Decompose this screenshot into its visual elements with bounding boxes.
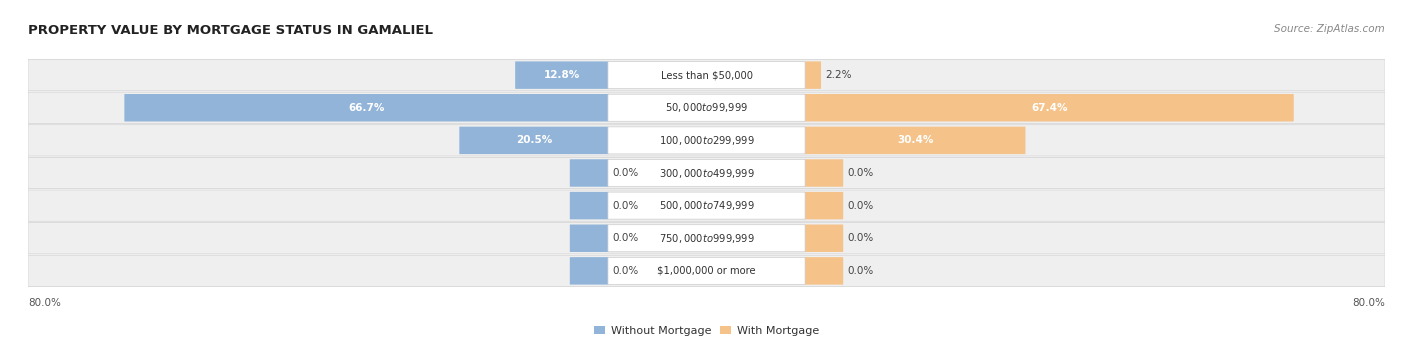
Text: Less than $50,000: Less than $50,000: [661, 70, 752, 80]
FancyBboxPatch shape: [28, 59, 1385, 91]
FancyBboxPatch shape: [28, 190, 1385, 221]
Text: $300,000 to $499,999: $300,000 to $499,999: [658, 167, 755, 180]
Text: 80.0%: 80.0%: [1353, 298, 1385, 308]
FancyBboxPatch shape: [804, 94, 1294, 121]
FancyBboxPatch shape: [607, 257, 806, 284]
FancyBboxPatch shape: [28, 125, 1385, 156]
Text: $50,000 to $99,999: $50,000 to $99,999: [665, 101, 748, 114]
FancyBboxPatch shape: [804, 126, 1025, 154]
FancyBboxPatch shape: [28, 92, 1385, 123]
FancyBboxPatch shape: [607, 225, 806, 252]
FancyBboxPatch shape: [28, 255, 1385, 287]
Text: 0.0%: 0.0%: [613, 201, 638, 210]
Text: 2.2%: 2.2%: [825, 70, 852, 80]
FancyBboxPatch shape: [804, 159, 844, 187]
FancyBboxPatch shape: [569, 224, 609, 252]
FancyBboxPatch shape: [607, 192, 806, 219]
FancyBboxPatch shape: [28, 223, 1385, 254]
Text: 0.0%: 0.0%: [848, 266, 873, 276]
Text: $100,000 to $299,999: $100,000 to $299,999: [658, 134, 755, 147]
Text: Source: ZipAtlas.com: Source: ZipAtlas.com: [1274, 24, 1385, 34]
Text: 0.0%: 0.0%: [613, 266, 638, 276]
Text: 80.0%: 80.0%: [28, 298, 60, 308]
FancyBboxPatch shape: [607, 159, 806, 187]
FancyBboxPatch shape: [607, 127, 806, 154]
Text: 0.0%: 0.0%: [848, 201, 873, 210]
FancyBboxPatch shape: [804, 257, 844, 285]
Text: 30.4%: 30.4%: [897, 135, 934, 146]
Text: 0.0%: 0.0%: [613, 233, 638, 243]
Text: 12.8%: 12.8%: [544, 70, 579, 80]
FancyBboxPatch shape: [124, 94, 609, 121]
Text: $1,000,000 or more: $1,000,000 or more: [657, 266, 756, 276]
FancyBboxPatch shape: [804, 62, 821, 89]
FancyBboxPatch shape: [569, 159, 609, 187]
Text: 67.4%: 67.4%: [1031, 103, 1067, 113]
Text: 0.0%: 0.0%: [848, 168, 873, 178]
FancyBboxPatch shape: [804, 224, 844, 252]
FancyBboxPatch shape: [515, 62, 609, 89]
Text: 0.0%: 0.0%: [613, 168, 638, 178]
Text: PROPERTY VALUE BY MORTGAGE STATUS IN GAMALIEL: PROPERTY VALUE BY MORTGAGE STATUS IN GAM…: [28, 24, 433, 37]
Text: $750,000 to $999,999: $750,000 to $999,999: [658, 232, 755, 245]
Text: $500,000 to $749,999: $500,000 to $749,999: [658, 199, 755, 212]
FancyBboxPatch shape: [607, 94, 806, 121]
Text: 0.0%: 0.0%: [848, 233, 873, 243]
Text: 20.5%: 20.5%: [516, 135, 553, 146]
FancyBboxPatch shape: [28, 157, 1385, 189]
FancyBboxPatch shape: [460, 126, 609, 154]
FancyBboxPatch shape: [607, 62, 806, 89]
Legend: Without Mortgage, With Mortgage: Without Mortgage, With Mortgage: [589, 321, 824, 340]
Text: 66.7%: 66.7%: [349, 103, 384, 113]
FancyBboxPatch shape: [569, 192, 609, 219]
FancyBboxPatch shape: [804, 192, 844, 219]
FancyBboxPatch shape: [569, 257, 609, 285]
